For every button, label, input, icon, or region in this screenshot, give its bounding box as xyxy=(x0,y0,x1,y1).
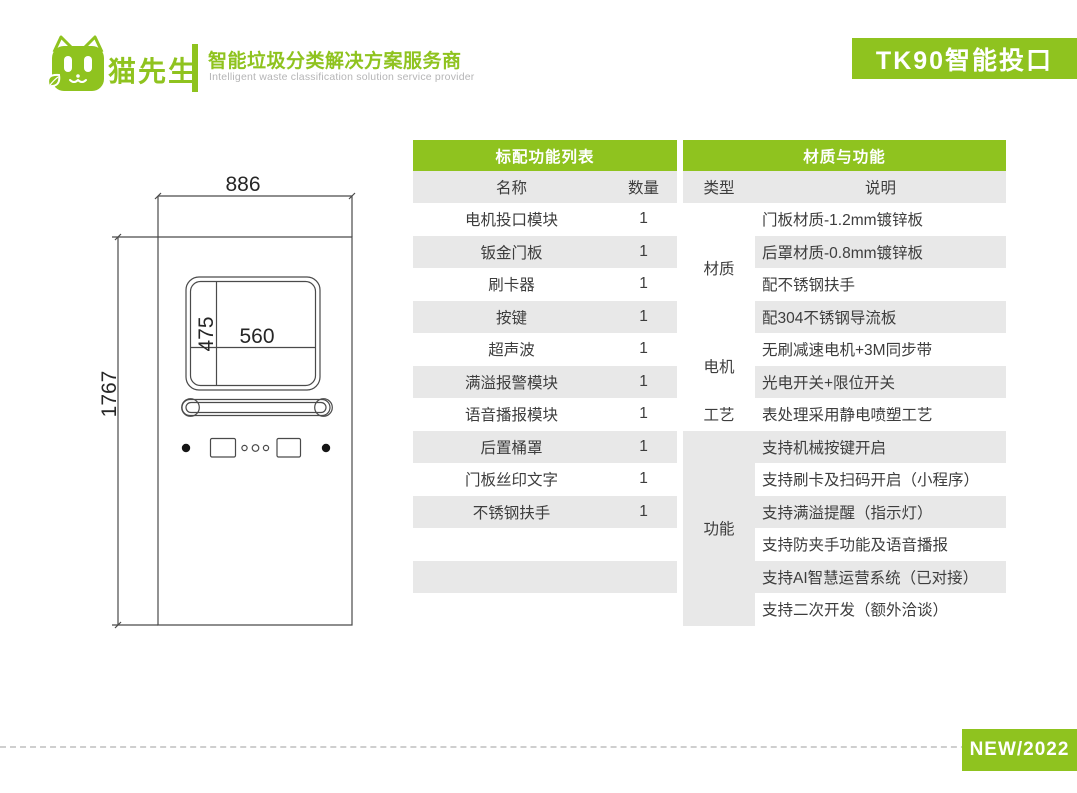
footer-dashed-divider xyxy=(0,746,1077,748)
table-row: 满溢报警模块 1 xyxy=(413,365,677,398)
feature-name: 语音播报模块 xyxy=(464,407,558,425)
device-dimension-drawing: 886 1767 475 560 xyxy=(98,173,380,660)
feature-name: 门板丝印文字 xyxy=(464,472,558,490)
feature-qty: 1 xyxy=(639,242,648,260)
desc-cell: 无刷减速电机+3M同步带 xyxy=(762,342,933,360)
feature-name: 超声波 xyxy=(488,342,535,360)
feature-name: 刷卡器 xyxy=(488,277,535,295)
desc-cell: 光电开关+限位开关 xyxy=(755,365,1006,398)
table-row: 后置桶罩 1 xyxy=(413,430,677,463)
desc-cell: 支持机械按键开启 xyxy=(755,430,1006,463)
column-header-qty: 数量 xyxy=(627,180,659,197)
table-row: 刷卡器 1 xyxy=(413,268,677,301)
table-row-empty xyxy=(413,560,677,593)
standard-features-table: 标配功能列表 名称 数量 电机投口模块 1 钣金门板 1 刷卡器 1 按键 1 超声波 1… xyxy=(413,140,677,593)
table-row: 电机投口模块 1 xyxy=(413,203,677,236)
left-table-title: 标配功能列表 xyxy=(413,140,677,171)
feature-name: 按键 xyxy=(495,309,527,327)
feature-qty: 1 xyxy=(639,437,648,455)
feature-qty: 1 xyxy=(639,275,648,293)
desc-cell: 支持AI智慧运营系统（已对接） xyxy=(755,560,1006,593)
dim-overall-height: 1767 xyxy=(98,371,121,418)
feature-qty: 1 xyxy=(639,307,648,325)
new-year-badge: NEW/2022 xyxy=(962,729,1077,771)
desc-cell: 支持满溢提醒（指示灯） xyxy=(755,495,1006,528)
desc-cell: 后罩材质-0.8mm镀锌板 xyxy=(755,235,1006,268)
table-row: 超声波 1 xyxy=(413,333,677,366)
feature-qty: 1 xyxy=(639,210,648,228)
tagline-chinese: 智能垃圾分类解决方案服务商 xyxy=(208,51,462,72)
type-column: 材质 电机 工艺 功能 xyxy=(683,203,755,626)
tagline-english: Intelligent waste classification solutio… xyxy=(209,71,475,83)
desc-cell: 配304不锈钢导流板 xyxy=(755,300,1006,333)
table-row: 不锈钢扶手 1 xyxy=(413,495,677,528)
left-table-header-row: 名称 数量 xyxy=(413,171,677,203)
desc-cell: 门板材质-1.2mm镀锌板 xyxy=(762,212,924,230)
right-table-header-row: 类型 说明 xyxy=(683,171,1006,203)
desc-cell: 支持二次开发（额外洽谈） xyxy=(762,602,949,620)
feature-qty: 1 xyxy=(639,502,648,520)
desc-cell: 支持刷卡及扫码开启（小程序） xyxy=(762,472,980,490)
cat-logo-icon xyxy=(47,35,104,91)
feature-name: 后置桶罩 xyxy=(480,439,543,457)
dim-port-width: 560 xyxy=(239,325,274,348)
feature-qty: 1 xyxy=(639,405,648,423)
table-row: 语音播报模块 1 xyxy=(413,398,677,431)
column-header-type: 类型 xyxy=(703,180,735,197)
column-header-name: 名称 xyxy=(495,180,527,197)
feature-qty: 1 xyxy=(639,340,648,358)
desc-cell: 表处理采用静电喷塑工艺 xyxy=(762,407,933,425)
dim-port-height: 475 xyxy=(195,316,218,351)
table-row: 门板丝印文字 1 xyxy=(413,463,677,496)
feature-name: 电机投口模块 xyxy=(464,212,558,230)
logo-text: 猫先生 xyxy=(108,56,199,87)
right-table-body: 材质 电机 工艺 功能 门板材质-1.2mm镀锌板 后罩材质-0.8mm镀锌板 … xyxy=(683,203,1006,626)
desc-column: 门板材质-1.2mm镀锌板 后罩材质-0.8mm镀锌板 配不锈钢扶手 配304不… xyxy=(755,203,1006,626)
header-divider xyxy=(192,44,198,92)
table-row-empty xyxy=(413,528,677,561)
feature-qty: 1 xyxy=(639,372,648,390)
table-row: 钣金门板 1 xyxy=(413,235,677,268)
type-cell-craft: 工艺 xyxy=(703,407,735,425)
desc-cell: 支持防夹手功能及语音播报 xyxy=(762,537,949,555)
screw-dot-left xyxy=(181,443,191,453)
material-function-table: 材质与功能 类型 说明 材质 电机 工艺 功能 门板材质-1.2mm镀锌板 后罩… xyxy=(683,140,1006,626)
screw-dot-right xyxy=(321,443,331,453)
product-title-banner: TK90智能投口 xyxy=(852,38,1077,79)
desc-cell: 配不锈钢扶手 xyxy=(762,277,856,295)
type-cell-function: 功能 xyxy=(683,430,755,626)
right-table-title: 材质与功能 xyxy=(683,140,1006,171)
feature-qty: 1 xyxy=(639,470,648,488)
type-cell-material: 材质 xyxy=(703,261,735,278)
feature-name: 钣金门板 xyxy=(480,244,543,262)
dim-overall-width: 886 xyxy=(225,173,260,196)
column-header-desc: 说明 xyxy=(864,180,896,197)
feature-name: 满溢报警模块 xyxy=(464,374,558,392)
feature-name: 不锈钢扶手 xyxy=(472,504,551,522)
type-cell-motor: 电机 xyxy=(703,358,735,376)
table-row: 按键 1 xyxy=(413,300,677,333)
